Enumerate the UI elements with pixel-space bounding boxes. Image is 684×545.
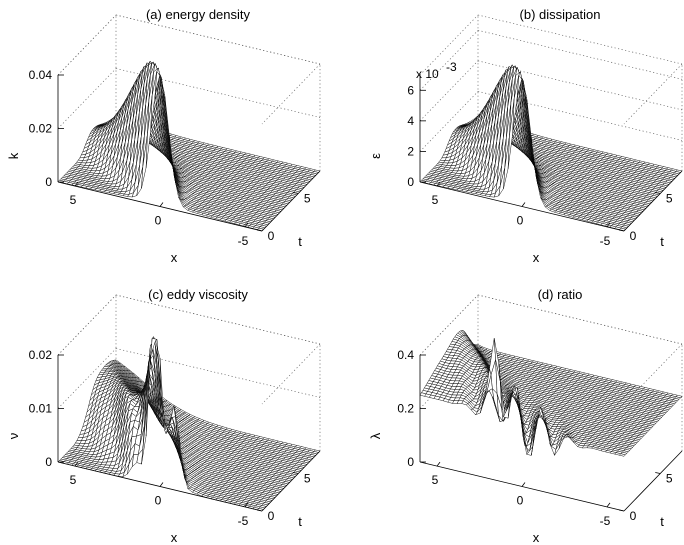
surface-mesh xyxy=(57,336,321,512)
z-tick-label: 0.02 xyxy=(29,122,53,136)
grid-top-back-rim xyxy=(477,14,683,65)
grid-left-wall-z xyxy=(57,68,117,129)
x-axis-label: x xyxy=(171,250,178,265)
surface-mesh xyxy=(57,60,321,231)
grid-top-right-rim xyxy=(261,343,321,405)
grid-lines xyxy=(57,14,321,171)
grid-top-right-rim xyxy=(261,63,321,125)
z-tick-label: 2 xyxy=(407,144,414,158)
x-tick-label: 5 xyxy=(432,193,439,207)
grid-left-wall-z xyxy=(57,294,117,356)
x-tick-label: 5 xyxy=(70,193,77,207)
surface-mesh xyxy=(419,64,683,231)
t-axis-label: t xyxy=(298,234,302,249)
panel-2: 0 2 4 6 5 0 -5 0 5 ε x t (b) dissipation x 10 -3 xyxy=(368,7,683,265)
x-axis-label: x xyxy=(533,250,540,265)
z-axis-label: k xyxy=(6,152,21,159)
x-tick-label: 0 xyxy=(517,214,524,228)
z-exponent-label: x 10 xyxy=(416,67,439,81)
z-exponent-power: -3 xyxy=(446,60,457,74)
x-tick-mark xyxy=(521,202,526,207)
z-tick-label: 0 xyxy=(407,175,414,189)
grid-back-wall-z xyxy=(115,14,321,65)
x-tick-label: -5 xyxy=(238,234,249,248)
t-tick-label: 5 xyxy=(666,192,673,206)
panel-title: (a) energy density xyxy=(146,7,251,22)
z-tick-label: 0 xyxy=(45,175,52,189)
grid-back-wall-z xyxy=(115,294,321,345)
z-tick-label: 4 xyxy=(407,114,414,128)
t-tick-label: 5 xyxy=(304,192,311,206)
grid-top-left-rim xyxy=(57,14,117,76)
x-tick-label: -5 xyxy=(600,234,611,248)
grid-left-wall-z xyxy=(57,14,117,76)
grid-top-right-rim xyxy=(623,63,683,125)
panel-1: 0 0.02 0.04 5 0 -5 0 5 k x t (a) energy density xyxy=(6,7,321,265)
x-tick-mark xyxy=(159,202,164,207)
z-tick-label: 0.04 xyxy=(29,68,53,82)
z-axis-label: ε xyxy=(368,153,383,159)
t-axis-label: t xyxy=(660,234,664,249)
t-tick-label: 0 xyxy=(268,229,275,243)
grid-top-left-rim xyxy=(57,294,117,356)
panel-title: (b) dissipation xyxy=(520,7,601,22)
grid-back-wall-z xyxy=(115,68,321,118)
x-tick-label: 0 xyxy=(155,214,162,228)
t-tick-label: 0 xyxy=(630,229,637,243)
z-tick-label: 6 xyxy=(407,83,414,97)
